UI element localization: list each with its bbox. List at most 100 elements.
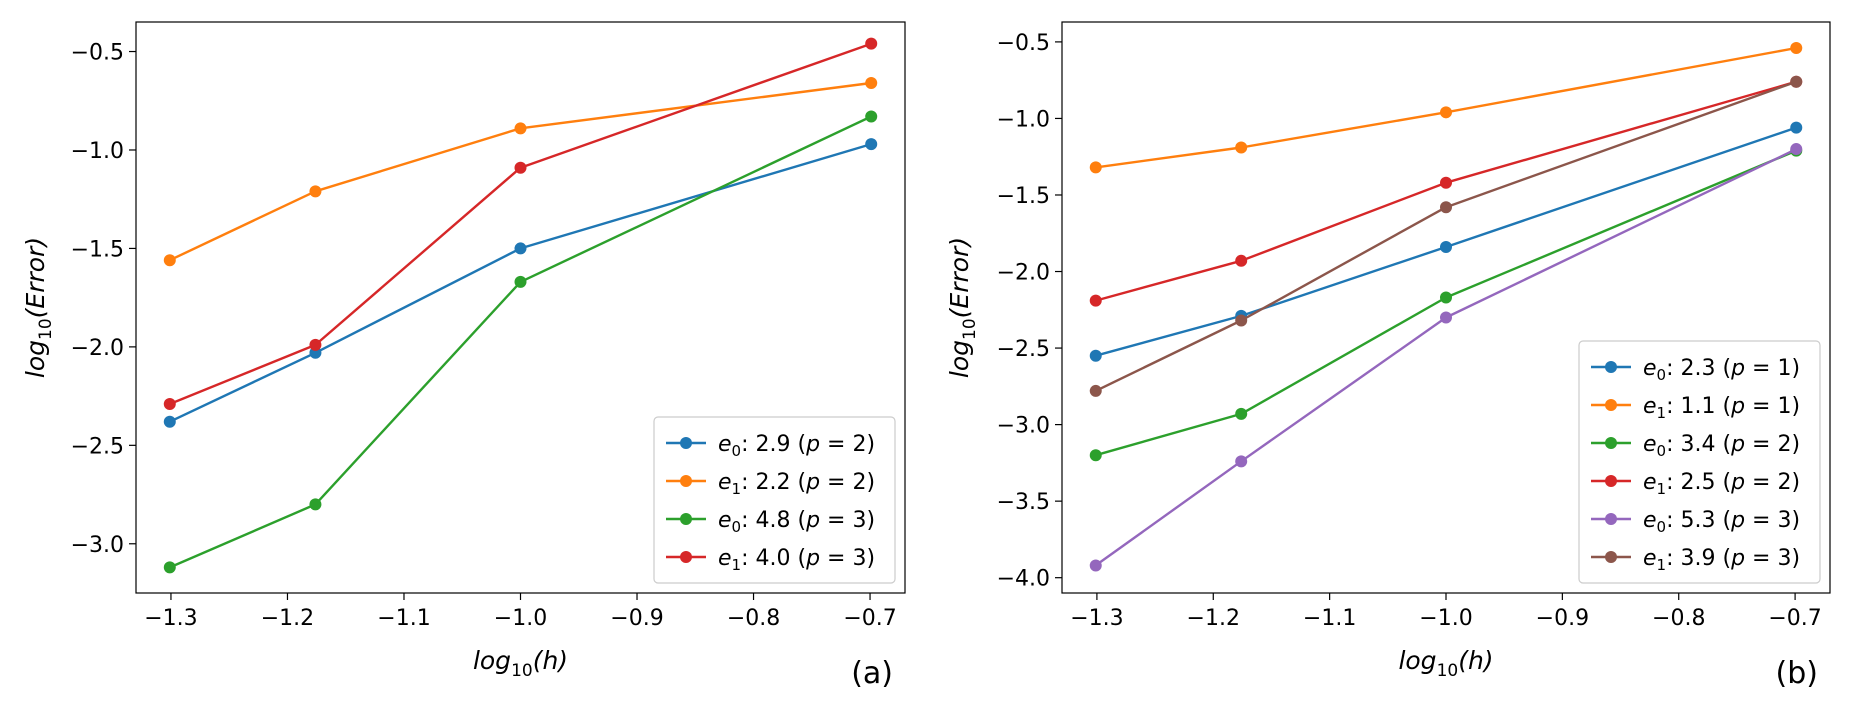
y-tick-label: −2.5: [997, 337, 1050, 362]
x-tick-label: −1.1: [1303, 606, 1356, 631]
data-point: [1440, 201, 1452, 214]
y-tick-label: −3.0: [997, 414, 1050, 439]
data-point: [1089, 559, 1102, 572]
legend-entry: e0: 2.3 (p = 1): [1643, 356, 1800, 384]
data-point: [1790, 42, 1803, 55]
y-tick-label: −1.5: [997, 184, 1050, 209]
data-point: [1089, 384, 1102, 397]
data-point: [309, 338, 322, 351]
legend-swatch-marker: [1605, 437, 1617, 449]
y-axis-label: log10(Error): [21, 237, 56, 378]
legend-entry: e1: 2.5 (p = 2): [1643, 470, 1800, 498]
y-tick-label: −1.5: [71, 237, 124, 262]
data-point: [1089, 449, 1102, 462]
data-point: [1235, 141, 1248, 154]
series-line-1: [1095, 46, 1797, 169]
x-tick-label: −1.3: [144, 606, 197, 631]
x-axis-label: log10(h): [473, 646, 568, 681]
data-point: [1440, 311, 1452, 324]
legend-swatch-marker: [1605, 475, 1617, 487]
data-point: [1235, 254, 1248, 267]
x-tick-label: −0.8: [727, 606, 780, 631]
legend-box: [1578, 340, 1821, 584]
y-tick-label: −2.0: [997, 261, 1050, 286]
data-point: [1089, 161, 1102, 174]
legend-entry: e1: 1.1 (p = 1): [1643, 394, 1800, 422]
legend-entry: e1: 4.0 (p = 3): [718, 546, 875, 574]
series-line-3: [169, 42, 872, 406]
data-point: [865, 37, 878, 50]
x-tick-label: −1.2: [261, 606, 314, 631]
x-tick-label: −0.7: [843, 606, 896, 631]
data-point: [514, 242, 527, 255]
series-line-2: [169, 115, 872, 569]
legend-entry: e1: 3.9 (p = 3): [1643, 546, 1800, 574]
y-axis-label: log10(Error): [945, 237, 980, 378]
panel-label: (b): [1776, 656, 1818, 691]
x-tick-label: −0.8: [1652, 606, 1705, 631]
x-tick-label: −1.1: [377, 606, 430, 631]
data-point: [514, 122, 527, 135]
x-tick-label: −0.9: [610, 606, 663, 631]
legend-swatch-marker: [1605, 513, 1617, 525]
legend-swatch-marker: [1605, 551, 1617, 563]
data-point: [865, 138, 878, 151]
data-point: [1440, 106, 1452, 119]
x-tick-label: −1.3: [1070, 606, 1123, 631]
panel-b: −1.3 −1.2 −1.1 −1.0 −0.9 −0.8 −0.7 −4.0 −3.5 −3.0…: [945, 21, 1831, 691]
legend-entry: e0: 3.4 (p = 2): [1643, 432, 1800, 460]
data-point: [1790, 121, 1803, 134]
legend-entry: e0: 2.9 (p = 2): [718, 432, 875, 460]
y-tick-label: −0.5: [71, 41, 124, 66]
legend-swatch-marker: [1605, 361, 1617, 373]
panel-label: (a): [851, 656, 893, 691]
data-point: [1235, 407, 1248, 420]
x-tick-label: −0.7: [1768, 606, 1821, 631]
data-point: [163, 561, 176, 574]
y-tick-label: −2.0: [71, 336, 124, 361]
data-point: [1089, 349, 1102, 362]
series-line-4: [1095, 148, 1797, 567]
y-tick-label: −1.0: [997, 107, 1050, 132]
x-tick-label: −0.9: [1536, 606, 1589, 631]
x-tick-label: −1.0: [494, 606, 547, 631]
x-tick-label: −1.0: [1419, 606, 1472, 631]
series-line-5: [1095, 80, 1797, 392]
series-line-2: [1095, 149, 1797, 457]
data-point: [1235, 455, 1248, 468]
data-point: [1440, 241, 1452, 254]
legend-swatch-marker: [680, 475, 692, 487]
y-tick-label: −3.5: [997, 490, 1050, 515]
legend-swatch-marker: [680, 551, 692, 563]
data-point: [1235, 314, 1248, 327]
series-line-3: [1095, 80, 1797, 302]
y-tick-label: −1.0: [71, 139, 124, 164]
legend-entry: e0: 5.3 (p = 3): [1643, 508, 1800, 536]
data-point: [1089, 294, 1102, 307]
data-point: [309, 185, 322, 198]
data-point: [865, 110, 878, 123]
legend-swatch-marker: [1605, 399, 1617, 411]
data-point: [1440, 291, 1452, 304]
data-point: [163, 254, 176, 267]
x-tick-label: −1.2: [1187, 606, 1240, 631]
data-point: [514, 161, 527, 174]
data-point: [163, 397, 176, 410]
series-line-0: [169, 142, 872, 423]
data-point: [1790, 143, 1803, 156]
data-point: [163, 415, 176, 428]
legend-swatch-marker: [680, 513, 692, 525]
data-point: [514, 275, 527, 288]
legend-entry: e1: 2.2 (p = 2): [718, 470, 875, 498]
data-point: [1440, 176, 1452, 189]
legend-entry: e0: 4.8 (p = 3): [718, 508, 875, 536]
panel-a: −1.3 −1.2 −1.1 −1.0 −0.9 −0.8 −0.7 −3.0 −2.5 −2.0…: [21, 21, 906, 691]
legend-box: [653, 416, 896, 584]
data-point: [1790, 75, 1803, 88]
y-tick-label: −0.5: [997, 31, 1050, 56]
y-tick-label: −2.5: [71, 434, 124, 459]
data-point: [309, 498, 322, 511]
legend-swatch-marker: [680, 437, 692, 449]
y-tick-label: −4.0: [997, 567, 1050, 592]
